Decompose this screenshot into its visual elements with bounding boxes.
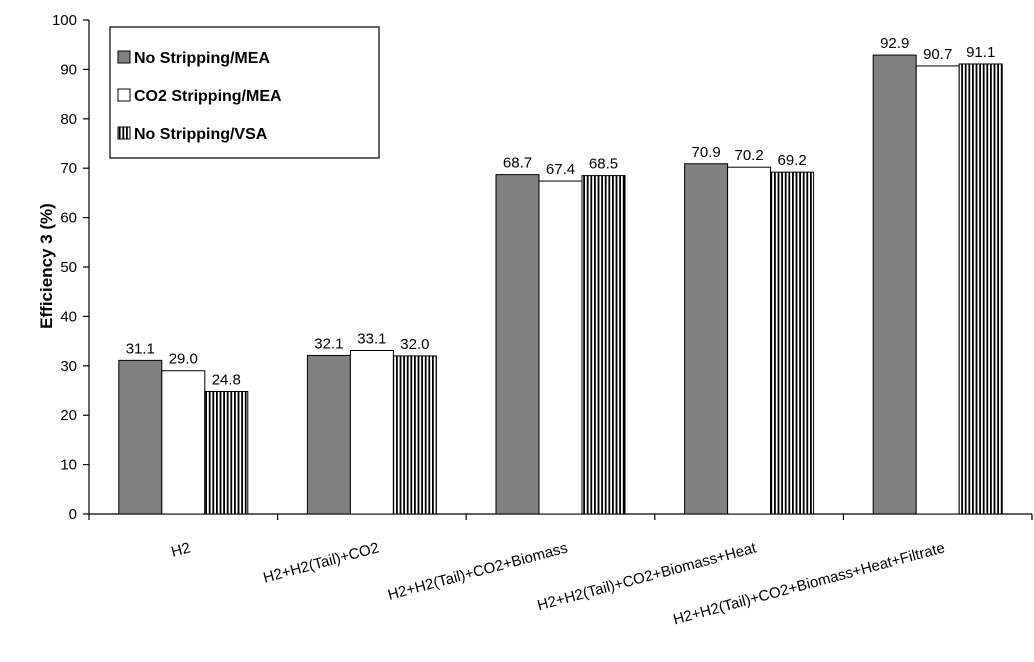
bar-2-3	[538, 180, 583, 515]
legend-swatch	[117, 126, 131, 140]
y-tick-label: 0	[69, 506, 77, 523]
bar-3-4	[770, 171, 815, 515]
bar-3-1	[204, 390, 249, 515]
data-label: 67.4	[546, 161, 575, 178]
y-tick-label: 50	[60, 259, 77, 276]
legend-box	[109, 26, 380, 159]
bar-3-5	[958, 63, 1003, 515]
y-tick-label: 100	[52, 12, 77, 29]
data-label: 91.1	[966, 44, 995, 61]
category-labels: H2 H2+H2(Tail)+CO2 H2+H2(Tail)+CO2+Biomass…	[169, 539, 946, 628]
y-tick-label: 40	[60, 308, 77, 325]
category-label: H2+H2(Tail)+CO2	[261, 539, 381, 586]
legend-swatch	[117, 88, 131, 102]
data-label: 70.9	[691, 144, 720, 161]
data-label: 92.9	[880, 35, 909, 52]
bar-2-1	[161, 370, 206, 515]
bar-1-5	[872, 54, 917, 515]
legend-label: No Stripping/MEA	[134, 50, 270, 67]
bars	[118, 54, 1003, 515]
legend: No Stripping/MEA CO2 Stripping/MEA No Stri…	[109, 26, 380, 159]
y-axis-title: Efficiency 3 (%)	[37, 203, 56, 329]
y-tick-label: 70	[60, 160, 77, 177]
data-label: 68.7	[503, 155, 532, 172]
bar-3-2	[392, 355, 437, 515]
bar-1-3	[495, 174, 540, 515]
data-label: 32.0	[400, 336, 429, 353]
data-label: 33.1	[357, 330, 386, 347]
data-label: 69.2	[777, 152, 806, 169]
y-tick-label: 20	[60, 407, 77, 424]
y-tick-label: 90	[60, 61, 77, 78]
bar-1-2	[306, 354, 351, 515]
data-labels: 31.1 29.0 24.8 32.1 33.1 32.0 68.7 67.4 68.5 70.9…	[126, 35, 996, 388]
legend-label: CO2 Stripping/MEA	[134, 88, 282, 105]
category-label: H2	[169, 539, 192, 560]
bar-1-4	[684, 163, 729, 515]
y-tick-label: 10	[60, 457, 77, 474]
bar-2-4	[727, 166, 772, 515]
legend-swatch	[117, 50, 131, 64]
data-label: 24.8	[212, 371, 241, 388]
data-label: 29.0	[169, 351, 198, 368]
data-label: 31.1	[126, 340, 155, 357]
data-label: 70.2	[734, 147, 763, 164]
bar-2-2	[349, 349, 394, 515]
y-tick-label: 80	[60, 111, 77, 128]
category-label: H2+H2(Tail)+CO2+Biomass	[386, 539, 570, 603]
data-label: 90.7	[923, 46, 952, 63]
bar-2-5	[915, 65, 960, 515]
y-tick-label: 60	[60, 210, 77, 227]
data-label: 32.1	[314, 335, 343, 352]
bar-1-1	[118, 359, 163, 515]
bar-3-3	[581, 175, 626, 515]
legend-label: No Stripping/VSA	[134, 126, 268, 143]
data-label: 68.5	[589, 156, 618, 173]
y-tick-label: 30	[60, 358, 77, 375]
